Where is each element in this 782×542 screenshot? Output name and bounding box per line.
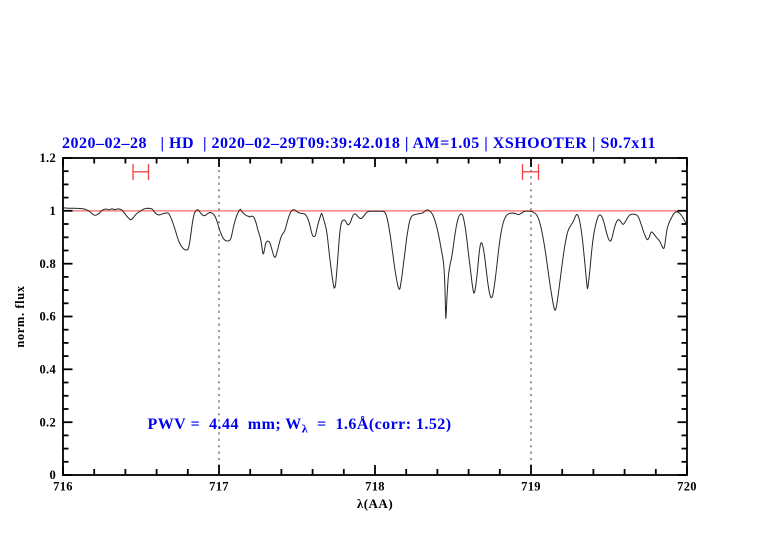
svg-text:0.2: 0.2	[39, 415, 56, 429]
svg-text:2020–02–28 | HD | 2020–02–2: 2020–02–28 | HD | 2020–02–29T09:39:42.01…	[62, 135, 656, 152]
svg-text:0.6: 0.6	[39, 310, 56, 324]
svg-text:717: 717	[209, 480, 229, 494]
svg-text:1: 1	[49, 204, 56, 218]
svg-text:1.2: 1.2	[39, 151, 56, 165]
svg-text:716: 716	[53, 480, 73, 494]
svg-text:norm. flux: norm. flux	[13, 285, 27, 347]
svg-text:0.8: 0.8	[39, 257, 56, 271]
svg-text:0.4: 0.4	[39, 363, 56, 377]
svg-text:720: 720	[677, 480, 697, 494]
svg-text:0: 0	[49, 468, 56, 482]
svg-text:λ(AA): λ(AA)	[357, 496, 393, 511]
svg-text:718: 718	[365, 480, 385, 494]
svg-text:PWV = 4.44 mm; Wλ = 1.6Å(c: PWV = 4.44 mm; Wλ = 1.6Å(corr: 1.52)	[148, 415, 452, 436]
svg-text:719: 719	[521, 480, 541, 494]
